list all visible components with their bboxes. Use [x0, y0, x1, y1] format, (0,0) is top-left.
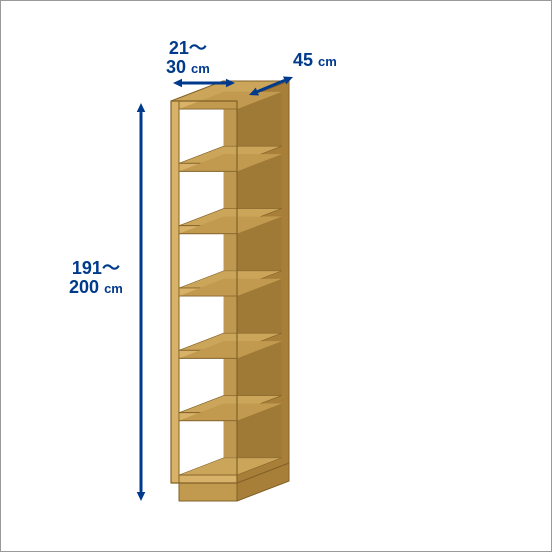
depth-dimension-label: 45 cm: [293, 51, 337, 70]
height-unit: cm: [104, 281, 123, 296]
height-range: 191～: [72, 258, 120, 278]
width-dimension-label: 21～ 30 cm: [166, 39, 210, 77]
depth-value: 45: [293, 50, 313, 70]
width-value: 30: [166, 57, 186, 77]
width-unit: cm: [191, 61, 210, 76]
height-dimension-label: 191～ 200 cm: [69, 259, 123, 297]
depth-unit: cm: [318, 54, 337, 69]
width-range: 21～: [169, 38, 207, 58]
height-value: 200: [69, 277, 99, 297]
